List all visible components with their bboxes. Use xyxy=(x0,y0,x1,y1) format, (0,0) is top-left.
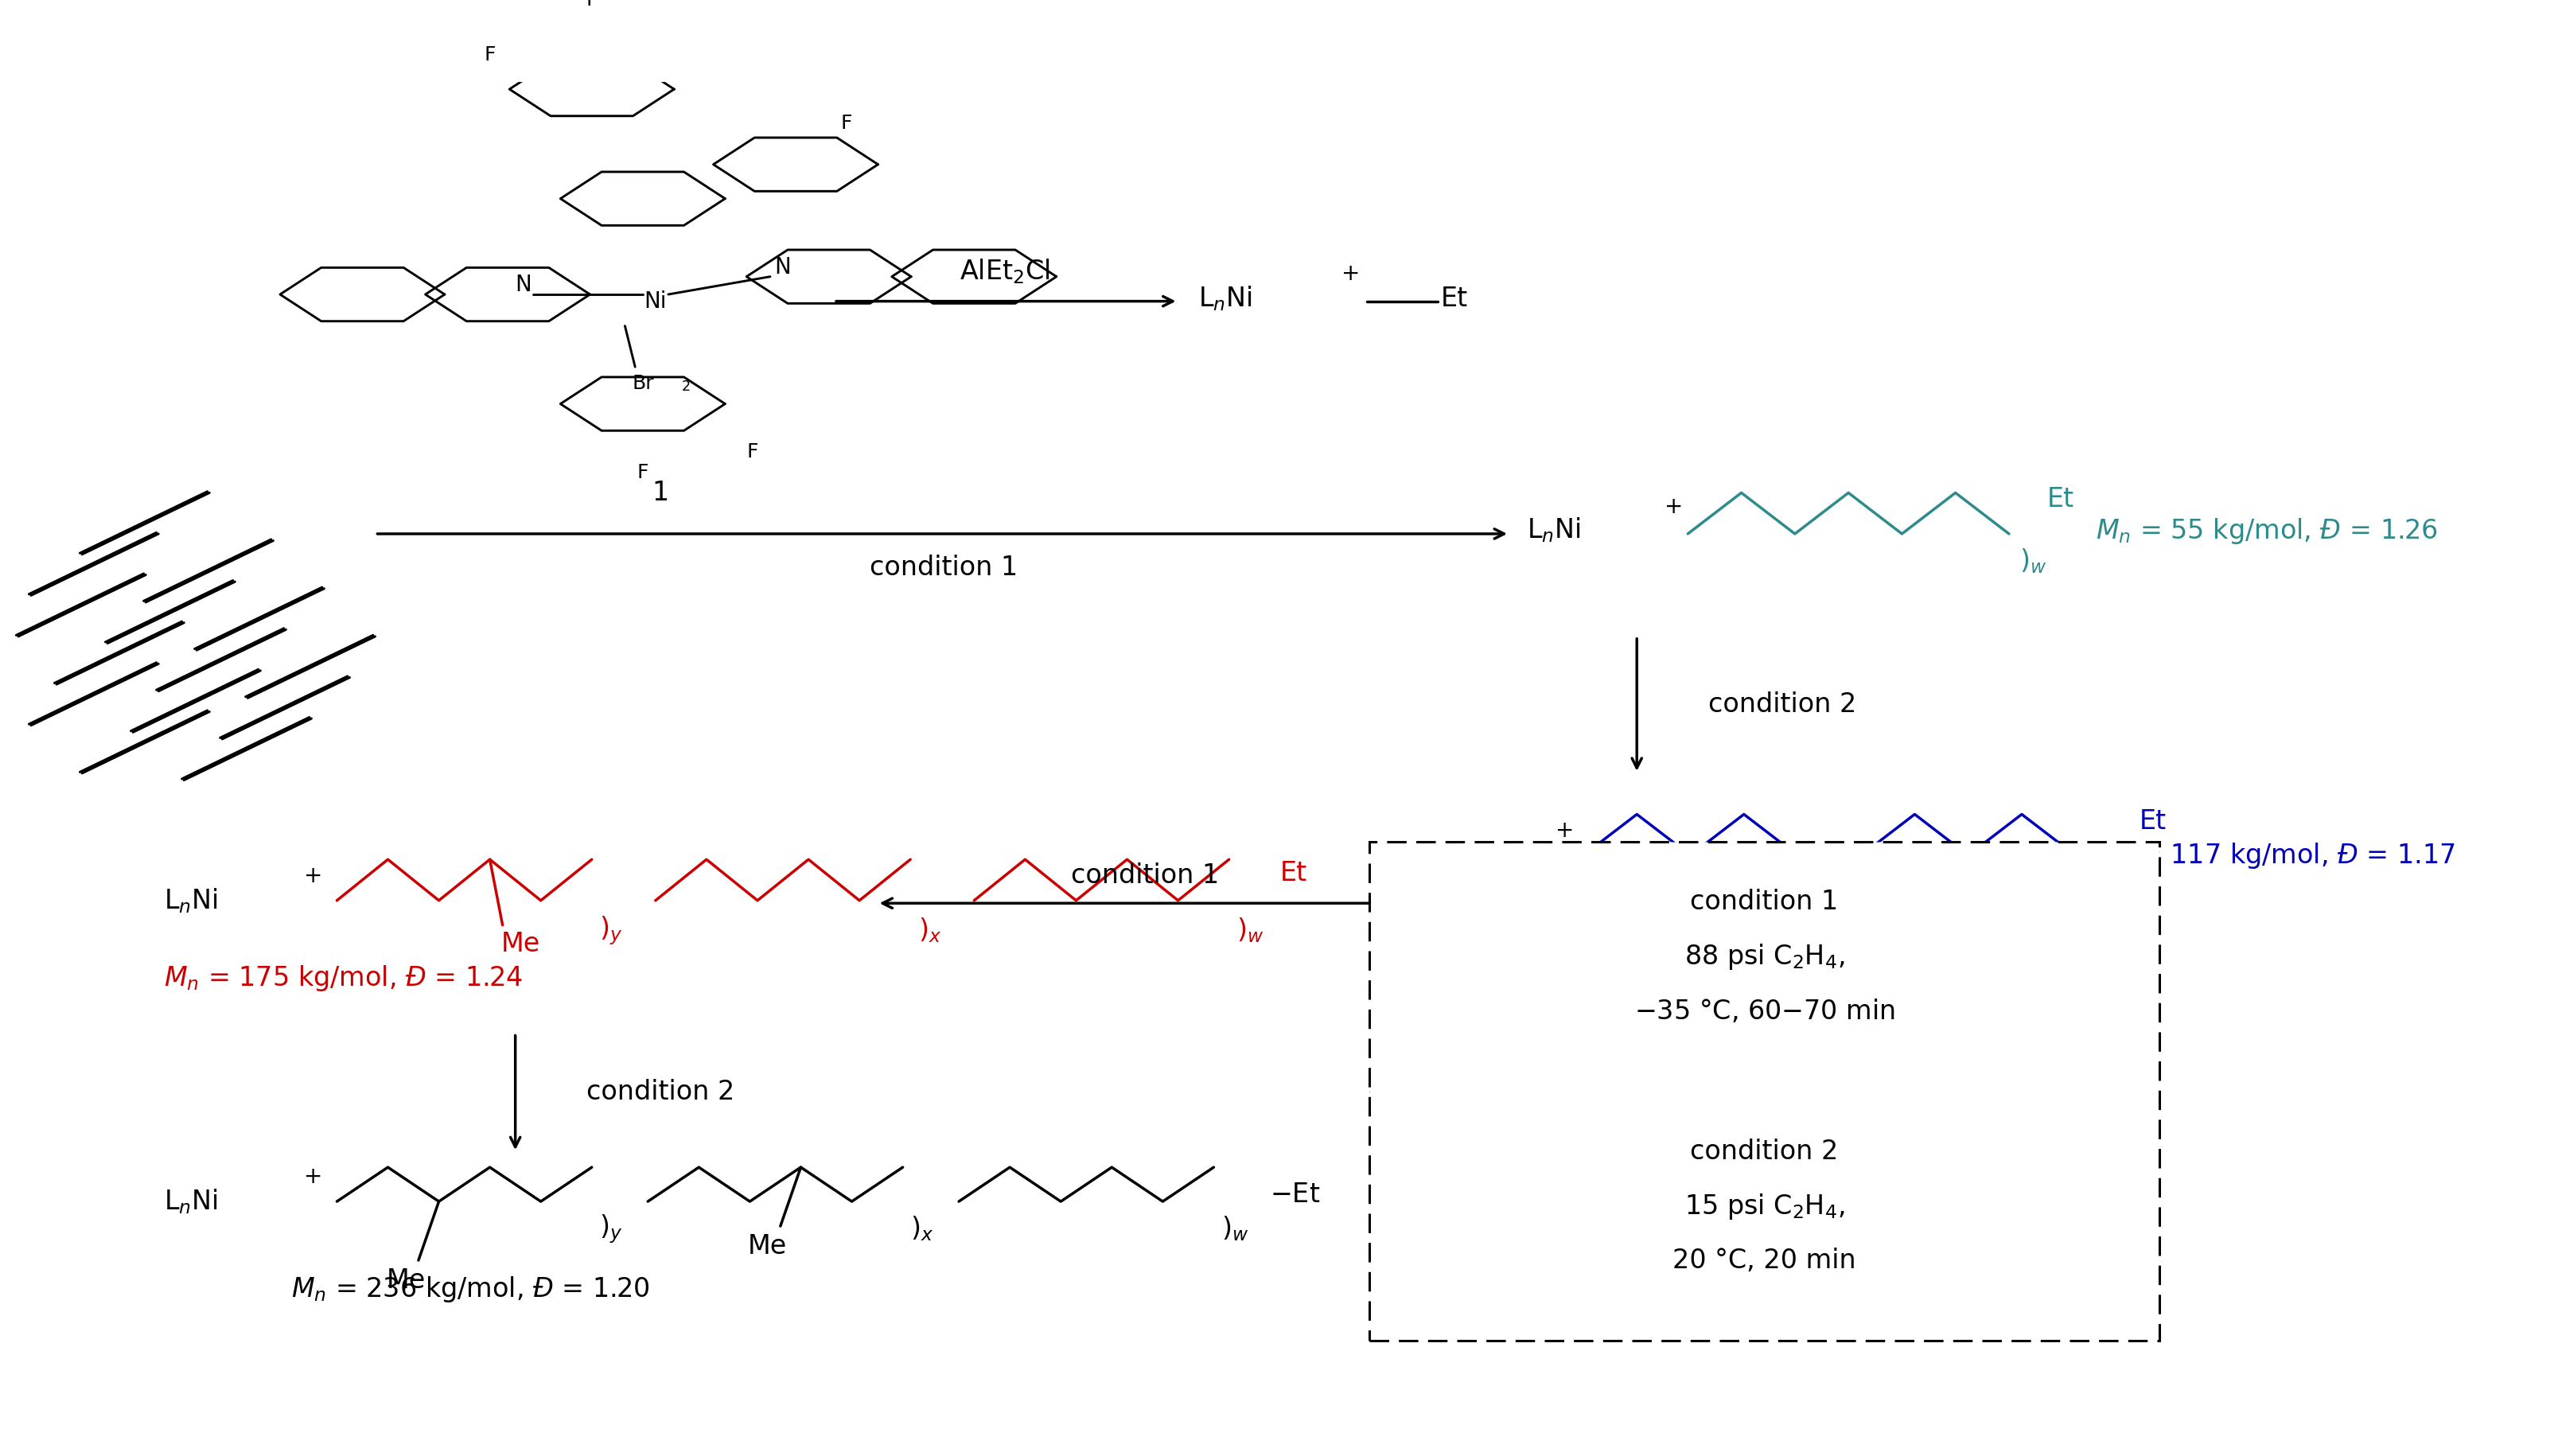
FancyBboxPatch shape xyxy=(1368,842,2160,1341)
Text: Me: Me xyxy=(500,932,541,958)
Text: )$_y$: )$_y$ xyxy=(600,914,623,946)
Text: Me: Me xyxy=(748,1233,787,1259)
Text: Ni: Ni xyxy=(643,290,666,313)
Text: 15 psi C$_2$H$_4$,: 15 psi C$_2$H$_4$, xyxy=(1683,1191,1845,1222)
Text: +: + xyxy=(1340,262,1360,285)
Text: Br: Br xyxy=(633,374,653,393)
Text: )$_w$: )$_w$ xyxy=(2019,547,2047,575)
Text: L$_n$Ni: L$_n$Ni xyxy=(1527,515,1581,545)
Text: Et: Et xyxy=(1440,285,1468,312)
Text: $\mathit{M}_n$ = 236 kg/mol, $\mathit{Đ}$ = 1.20: $\mathit{M}_n$ = 236 kg/mol, $\mathit{Đ}… xyxy=(292,1274,648,1303)
Text: )$_w$: )$_w$ xyxy=(1237,916,1263,945)
Text: $\mathit{M}_n$ = 175 kg/mol, $\mathit{Đ}$ = 1.24: $\mathit{M}_n$ = 175 kg/mol, $\mathit{Đ}… xyxy=(164,964,523,993)
Text: condition 1: condition 1 xyxy=(1691,888,1840,914)
Text: )$_w$: )$_w$ xyxy=(2083,871,2111,900)
Text: )$_y$: )$_y$ xyxy=(600,1213,623,1245)
Text: F: F xyxy=(638,463,648,482)
Text: $\mathit{M}_n$ = 117 kg/mol, $\mathit{Đ}$ = 1.17: $\mathit{M}_n$ = 117 kg/mol, $\mathit{Đ}… xyxy=(2096,840,2454,871)
Text: F: F xyxy=(587,0,597,10)
Text: +: + xyxy=(305,865,323,887)
Text: L$_n$Ni: L$_n$Ni xyxy=(164,1187,218,1216)
Text: F: F xyxy=(746,443,758,462)
Text: L$_n$Ni: L$_n$Ni xyxy=(1414,842,1468,869)
Text: condition 2: condition 2 xyxy=(1691,1139,1840,1165)
Text: Et: Et xyxy=(2139,808,2165,834)
Text: F: F xyxy=(484,45,494,64)
Text: F: F xyxy=(840,114,853,132)
Text: )$_x$: )$_x$ xyxy=(917,916,940,945)
Text: Me: Me xyxy=(387,1268,425,1294)
Text: +: + xyxy=(1555,820,1573,842)
Text: 20 °C, 20 min: 20 °C, 20 min xyxy=(1673,1248,1855,1274)
Text: condition 1: condition 1 xyxy=(869,555,1017,581)
Text: $_2$: $_2$ xyxy=(681,374,692,393)
Text: N: N xyxy=(515,274,530,296)
Text: 1: 1 xyxy=(653,479,669,505)
Text: Et: Et xyxy=(1281,860,1307,887)
Text: $\mathit{M}_n$ = 55 kg/mol, $\mathit{Đ}$ = 1.26: $\mathit{M}_n$ = 55 kg/mol, $\mathit{Đ}$… xyxy=(2096,517,2436,546)
Text: 88 psi C$_2$H$_4$,: 88 psi C$_2$H$_4$, xyxy=(1683,942,1845,971)
Text: condition 2: condition 2 xyxy=(1709,692,1857,718)
Text: +: + xyxy=(1665,495,1683,517)
Text: Et: Et xyxy=(2047,486,2075,513)
Text: AlEt$_2$Cl: AlEt$_2$Cl xyxy=(958,256,1050,285)
Text: L$_n$Ni: L$_n$Ni xyxy=(1199,284,1253,313)
Text: +: + xyxy=(305,1166,323,1188)
Text: )$_w$: )$_w$ xyxy=(1222,1214,1248,1243)
Text: $-$Et: $-$Et xyxy=(1271,1181,1319,1208)
Text: )$_x$: )$_x$ xyxy=(910,1214,933,1243)
Text: Me: Me xyxy=(1983,927,2021,954)
Text: condition 2: condition 2 xyxy=(587,1079,735,1105)
Text: $-$35 °C, 60$-$70 min: $-$35 °C, 60$-$70 min xyxy=(1635,997,1896,1025)
Text: N: N xyxy=(774,256,792,278)
Text: )$_x$: )$_x$ xyxy=(1806,871,1829,900)
Text: L$_n$Ni: L$_n$Ni xyxy=(164,887,218,914)
Text: condition 1: condition 1 xyxy=(1071,863,1220,890)
